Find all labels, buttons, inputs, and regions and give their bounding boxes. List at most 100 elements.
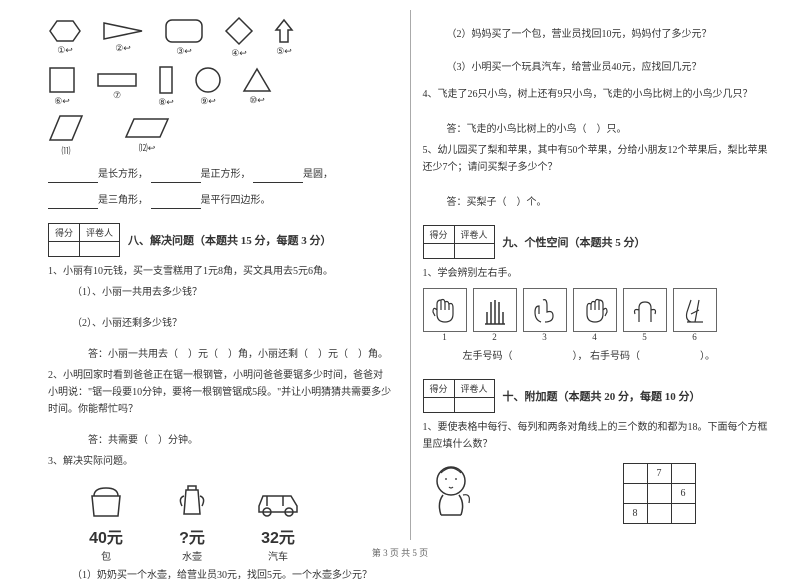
fill-line-2: 是三角形， 是平行四边形。 — [48, 193, 398, 209]
q10-1: 1、要使表格中每行、每列和两条对角线上的三个数的和都为18。下面每个方框里应填什… — [423, 419, 773, 453]
price-text: ?元 — [164, 524, 220, 548]
shape-label: ⑩↩ — [242, 95, 272, 106]
right-column: （2）妈妈买了一个包，营业员找回10元，妈妈付了多少元？ （3）小明买一个玩具汽… — [415, 10, 781, 540]
hand-icon — [677, 292, 713, 328]
q8-4ans: 答：飞走的小鸟比树上的小鸟（ ）只。 — [423, 121, 773, 138]
left-hand-label: 左手号码（ ）， — [463, 351, 588, 362]
car-icon — [253, 482, 303, 518]
kettle-icon — [172, 480, 212, 520]
shape-label: ⑨↩ — [194, 96, 222, 107]
hand-num: 6 — [673, 332, 717, 342]
hand-1: 1 — [423, 288, 467, 342]
shape-label: ②↩ — [102, 43, 144, 54]
grid-cell — [623, 464, 647, 484]
shape-rect-wide: ⑦ — [96, 72, 138, 101]
q8-4: 4、飞走了26只小鸟，树上还有9只小鸟，飞走的小鸟比树上的小鸟少几只？ — [423, 86, 773, 103]
grid-cell — [647, 504, 671, 524]
shape-arrow: ⑤↩ — [274, 18, 294, 57]
q9-hands-ans: 左手号码（ ）， 右手号码（ ）。 — [423, 348, 773, 365]
q8-1a: （1）、小丽一共用去多少钱？ — [48, 284, 398, 301]
magic-square: 7 6 8 — [623, 463, 696, 524]
hand-icon — [427, 292, 463, 328]
hand-6: 6 — [673, 288, 717, 342]
grid-cell: 7 — [647, 464, 671, 484]
score-box-8: 得分评卷人 八、解决问题（本题共 15 分，每题 3 分） — [48, 223, 398, 257]
hand-num: 3 — [523, 332, 567, 342]
shape-roundrect: ③↩ — [164, 18, 204, 57]
hand-icon — [577, 292, 613, 328]
grid-cell — [671, 464, 695, 484]
shape-circle: ⑨↩ — [194, 66, 222, 107]
q8-1b: （2）、小丽还剩多少钱？ — [48, 315, 398, 332]
grid-cell — [671, 504, 695, 524]
section-10-title: 十、附加题（本题共 20 分，每题 10 分） — [503, 388, 701, 404]
fill-text: 是平行四边形。 — [201, 195, 271, 206]
shape-rect-tall: ⑧↩ — [158, 65, 174, 108]
fill-text: 是长方形， — [98, 169, 148, 180]
q8-3: 3、解决实际问题。 — [48, 453, 398, 470]
q8-1ans: 答：小丽一共用去（ ）元（ ）角，小丽还剩（ ）元（ ）角。 — [48, 346, 398, 363]
price-text: 40元 — [78, 524, 134, 548]
score-label: 得分 — [423, 226, 454, 244]
boy-thinking-icon — [423, 459, 483, 523]
bag-icon — [86, 482, 126, 518]
shape-label: ⑥↩ — [48, 96, 76, 107]
grid-cell — [647, 484, 671, 504]
shapes-row-2: ⑥↩ ⑦ ⑧↩ ⑨↩ ⑩↩ — [48, 65, 398, 108]
hand-3: 3 — [523, 288, 567, 342]
hand-icon — [477, 292, 513, 328]
shape-triangle: ⑩↩ — [242, 67, 272, 106]
q8-2: 2、小明回家时看到爸爸正在锯一根钢管，小明问爸爸要锯多少时间，爸爸对 小明说："… — [48, 367, 398, 418]
q8-3b: （2）妈妈买了一个包，营业员找回10元，妈妈付了多少元？ — [423, 26, 773, 43]
q9-1: 1、学会辨别左右手。 — [423, 265, 773, 282]
shape-label: ③↩ — [164, 46, 204, 57]
q8-3a: （1）奶奶买一个水壶，给营业员30元，找回5元。一个水壶多少元？ — [48, 567, 398, 584]
shapes-row-3: ⑾ ⑿↩ — [48, 114, 398, 157]
q8-3c: （3）小明买一个玩具汽车，给营业员40元，应找回几元？ — [423, 59, 773, 76]
hand-icon — [627, 292, 663, 328]
grid-cell: 6 — [671, 484, 695, 504]
shape-label: ⑦ — [96, 90, 138, 101]
score-label: 得分 — [49, 224, 80, 242]
page-footer: 第 3 页 共 5 页 — [0, 546, 800, 559]
q8-5ans: 答：买梨子（ ）个。 — [423, 194, 773, 211]
hand-5: 5 — [623, 288, 667, 342]
fill-text: 是圆， — [303, 169, 333, 180]
column-divider — [410, 10, 411, 540]
left-column: ①↩ ②↩ ③↩ ④↩ ⑤↩ ⑥↩ — [40, 10, 406, 540]
hand-num: 5 — [623, 332, 667, 342]
score-label: 得分 — [423, 380, 454, 398]
fill-text: 是三角形， — [98, 195, 148, 206]
score-label: 评卷人 — [454, 226, 494, 244]
hand-num: 2 — [473, 332, 517, 342]
shape-label: ①↩ — [48, 45, 82, 56]
shape-label: ④↩ — [224, 48, 254, 59]
q8-2ans: 答：共需要（ ）分钟。 — [48, 432, 398, 449]
hand-2: 2 — [473, 288, 517, 342]
page-container: ①↩ ②↩ ③↩ ④↩ ⑤↩ ⑥↩ — [0, 0, 800, 540]
section-8-title: 八、解决问题（本题共 15 分，每题 3 分） — [128, 232, 332, 248]
score-label: 评卷人 — [454, 380, 494, 398]
shape-label: ⑾ — [48, 144, 84, 157]
score-table: 得分评卷人 — [423, 379, 495, 413]
shape-triangle-right: ②↩ — [102, 21, 144, 54]
grid-cell: 8 — [623, 504, 647, 524]
shape-hexagon: ①↩ — [48, 19, 82, 56]
score-label: 评卷人 — [80, 224, 120, 242]
shape-label: ⑿↩ — [124, 141, 170, 154]
score-table: 得分评卷人 — [423, 225, 495, 259]
shape-parallelogram-2: ⑿↩ — [124, 117, 170, 154]
hand-num: 4 — [573, 332, 617, 342]
hand-num: 1 — [423, 332, 467, 342]
score-box-10: 得分评卷人 十、附加题（本题共 20 分，每题 10 分） — [423, 379, 773, 413]
grid-cell — [623, 484, 647, 504]
score-table: 得分评卷人 — [48, 223, 120, 257]
shape-label: ⑧↩ — [158, 97, 174, 108]
hand-4: 4 — [573, 288, 617, 342]
fill-line-1: 是长方形， 是正方形， 是圆， — [48, 167, 398, 183]
hand-icon — [527, 292, 563, 328]
hand-row: 1 2 3 4 5 6 — [423, 288, 773, 342]
price-text: 32元 — [250, 524, 306, 548]
shape-square: ⑥↩ — [48, 66, 76, 107]
score-box-9: 得分评卷人 九、个性空间（本题共 5 分） — [423, 225, 773, 259]
